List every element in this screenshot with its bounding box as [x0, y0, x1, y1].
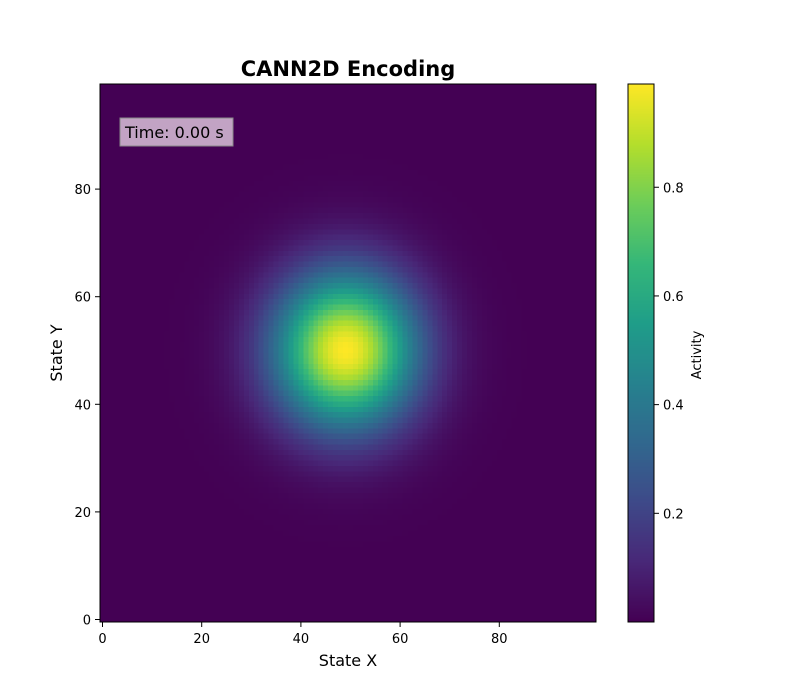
colorbar-frame	[627, 83, 655, 623]
colorbar-tick-label: 0.2	[663, 507, 684, 522]
y-tick-label: 40	[74, 398, 91, 413]
chart-title: CANN2D Encoding	[241, 57, 456, 81]
x-axis-ticks: 0 20 40 60 80	[98, 622, 508, 647]
time-annotation: Time: 0.00 s	[119, 117, 234, 147]
x-axis-label: State X	[319, 651, 377, 670]
y-tick-label: 80	[74, 183, 91, 198]
y-axis-label: State Y	[47, 324, 66, 381]
y-tick-label: 20	[74, 506, 91, 521]
x-tick-label: 60	[392, 632, 409, 647]
x-tick-label: 20	[193, 632, 210, 647]
colorbar-ticks: 0.2 0.4 0.6 0.8	[654, 181, 684, 522]
x-tick-label: 40	[293, 632, 310, 647]
x-tick-label: 80	[491, 632, 508, 647]
colorbar-gradient	[628, 84, 654, 622]
annotation-box	[119, 117, 234, 147]
y-tick-label: 0	[83, 614, 91, 629]
y-axis-ticks: 0 20 40 60 80	[74, 183, 100, 629]
colorbar-tick-label: 0.6	[663, 290, 684, 305]
colorbar-label: Activity	[690, 330, 705, 379]
annotation-text: Time: 0.00 s	[124, 123, 224, 142]
y-tick-label: 60	[74, 291, 91, 306]
colorbar-tick-label: 0.8	[663, 181, 684, 196]
heatmap-image	[100, 84, 596, 622]
colorbar-tick-label: 0.4	[663, 399, 684, 414]
plot-frame	[99, 83, 597, 623]
x-tick-label: 0	[98, 632, 106, 647]
